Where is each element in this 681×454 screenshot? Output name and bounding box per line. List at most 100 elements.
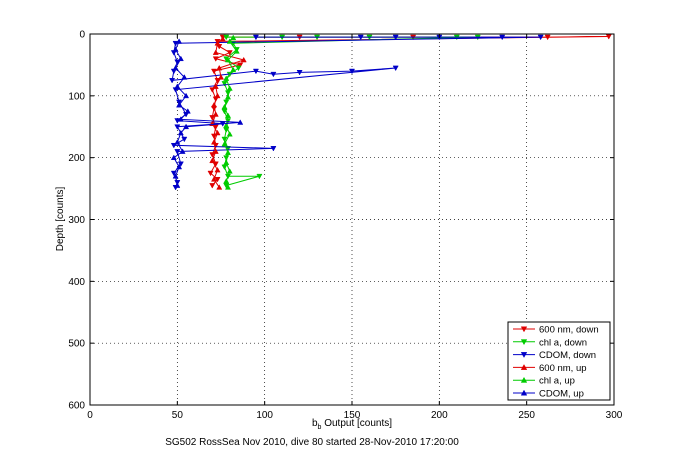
data-point-600-nm-down <box>212 56 219 62</box>
data-point-cdom-up <box>183 123 190 130</box>
data-point-600-nm-up <box>216 64 223 71</box>
x-tick-label: 150 <box>344 410 361 421</box>
legend-marker <box>520 352 528 358</box>
legend-label: 600 nm, down <box>539 325 599 336</box>
data-point-chl-a-down <box>221 136 228 143</box>
data-point-chl-a-up <box>221 140 228 147</box>
data-point-cdom-up <box>177 129 184 136</box>
x-tick-label: 250 <box>518 410 535 421</box>
data-point-cdom-up <box>181 74 188 80</box>
data-point-600-nm-up <box>216 184 223 190</box>
legend-label: chl a, down <box>539 337 587 348</box>
data-point-cdom-up <box>170 154 177 160</box>
data-point-cdom-down <box>537 34 544 41</box>
data-point-chl-a-up <box>226 131 233 137</box>
data-point-600-nm-up <box>209 157 216 164</box>
data-point-chl-a-up <box>224 184 232 190</box>
x-tick-label: 300 <box>606 410 623 421</box>
data-point-cdom-up <box>176 38 183 44</box>
y-tick-label: 600 <box>68 401 85 412</box>
data-point-cdom-down <box>357 34 364 41</box>
data-point-600-nm-up <box>219 35 226 42</box>
data-point-chl-a-up <box>226 168 233 174</box>
data-point-chl-a-down <box>256 173 263 180</box>
data-point-chl-a-up <box>223 178 230 184</box>
x-tick-label: 200 <box>431 410 448 421</box>
data-point-chl-a-up <box>223 75 230 81</box>
y-tick-label: 200 <box>68 153 85 164</box>
legend-marker <box>520 376 528 383</box>
legend-label: CDOM, down <box>539 350 596 361</box>
series-line-cdom-down <box>171 36 541 188</box>
data-point-600-nm-up <box>212 49 219 55</box>
data-point-cdom-down <box>169 78 176 84</box>
legend-marker <box>520 326 528 333</box>
x-axis-ticks: 0 50 100 150 200 250 300 <box>87 34 623 421</box>
data-point-600-nm-up <box>210 139 218 145</box>
legend-marker <box>520 339 528 346</box>
data-point-chl-a-up <box>224 112 232 118</box>
data-point-600-nm-down <box>207 170 214 177</box>
data-point-chl-a-up <box>221 103 228 110</box>
data-point-600-nm-up <box>214 40 221 46</box>
y-tick-label: 100 <box>68 91 85 102</box>
data-point-chl-a-up <box>224 93 232 100</box>
data-point-cdom-down <box>348 68 356 75</box>
data-point-cdom-up <box>174 182 181 188</box>
data-point-cdom-up <box>183 92 190 99</box>
data-point-cdom-up <box>237 119 244 125</box>
data-point-cdom-down <box>296 70 303 76</box>
data-point-chl-a-up <box>226 85 233 91</box>
y-axis-label: Depth [counts] <box>55 187 66 252</box>
data-point-600-nm-up <box>212 83 219 89</box>
data-point-cdom-down <box>252 68 259 75</box>
data-point-600-nm-up <box>214 166 221 173</box>
data-point-chl-a-up <box>223 159 230 165</box>
data-point-cdom-down <box>499 34 506 41</box>
data-point-cdom-up <box>174 139 181 145</box>
data-point-cdom-down <box>392 65 399 72</box>
data-point-chl-a-up <box>224 56 232 63</box>
legend-label: chl a, up <box>539 376 575 387</box>
y-axis-ticks: 0 100 200 300 400 500 600 <box>68 30 614 412</box>
y-tick-label: 500 <box>68 339 85 350</box>
data-point-cdom-up <box>176 163 183 170</box>
data-point-cdom-down <box>174 149 181 155</box>
data-point-chl-a-down <box>221 81 228 87</box>
data-point-cdom-up <box>177 55 184 62</box>
data-point-cdom-up <box>177 116 184 122</box>
data-point-600-nm-up <box>210 176 218 182</box>
x-tick-label: 100 <box>256 410 273 421</box>
data-point-600-nm-up <box>212 148 219 154</box>
x-tick-label: 50 <box>172 410 184 421</box>
data-point-cdom-down <box>170 170 177 177</box>
data-point-chl-a-down <box>235 65 242 72</box>
legend-box <box>507 321 611 401</box>
data-point-600-nm-up <box>240 56 247 63</box>
data-point-chl-a-up <box>230 34 237 41</box>
data-point-cdom-up <box>172 173 179 179</box>
y-tick-label: 400 <box>68 277 85 288</box>
plot-points <box>169 34 612 191</box>
legend-marker <box>520 364 528 370</box>
data-point-chl-a-up <box>233 48 240 54</box>
data-point-600-nm-down <box>237 62 244 69</box>
data-point-cdom-up <box>184 108 191 114</box>
data-point-chl-a-up <box>230 66 237 73</box>
y-tick-label: 300 <box>68 215 85 226</box>
data-point-600-nm-down <box>209 183 216 189</box>
data-point-600-nm-down <box>544 34 551 41</box>
data-point-cdom-down <box>181 136 188 143</box>
data-point-cdom-down <box>174 124 181 130</box>
legend-label: 600 nm, up <box>539 363 587 374</box>
data-point-600-nm-up <box>214 92 221 99</box>
data-point-cdom-up <box>179 148 186 154</box>
data-point-cdom-down <box>177 161 184 167</box>
legend-marker <box>520 389 528 396</box>
data-point-chl-a-up <box>224 149 232 156</box>
data-point-cdom-up <box>176 101 183 108</box>
data-point-cdom-up <box>174 83 181 89</box>
data-point-cdom-down <box>270 146 277 152</box>
